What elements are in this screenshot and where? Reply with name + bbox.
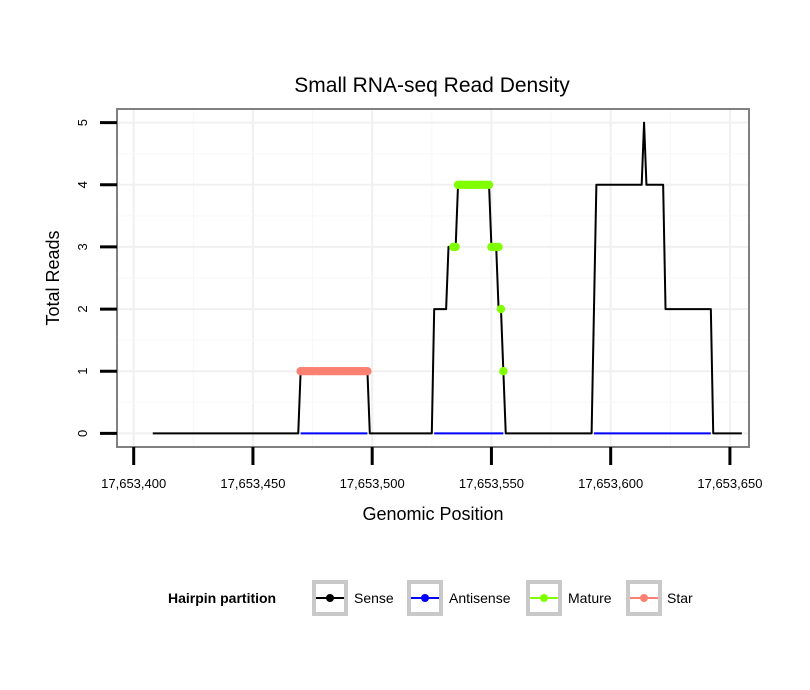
x-axis-label: Genomic Position — [362, 504, 503, 524]
mature-point — [494, 242, 503, 252]
mature-point — [451, 242, 460, 252]
y-axis-label: Total Reads — [43, 230, 63, 325]
x-tick-label: 17,653,400 — [101, 476, 166, 491]
mature-point — [496, 304, 506, 314]
y-tick-label: 0 — [75, 430, 90, 437]
legend-label-sense: Sense — [354, 590, 394, 606]
legend-title: Hairpin partition — [168, 590, 276, 606]
legend-label-star: Star — [667, 590, 693, 606]
legend-label-mature: Mature — [568, 590, 612, 606]
x-tick-label: 17,653,650 — [697, 476, 762, 491]
y-axis: 0 1 2 3 4 5 — [75, 119, 117, 437]
x-axis: 17,653,400 17,653,450 17,653,500 17,653,550… — [101, 447, 762, 491]
mature-point — [499, 366, 508, 376]
legend-label-antisense: Antisense — [449, 590, 511, 606]
legend: Hairpin partition Sense Antisense Mature St… — [168, 580, 693, 616]
y-tick-label: 4 — [75, 181, 90, 188]
y-tick-label: 1 — [75, 368, 90, 375]
sense-series-line — [152, 121, 742, 435]
series-layer — [152, 121, 742, 435]
y-tick-label: 2 — [75, 305, 90, 312]
y-tick-label: 5 — [75, 119, 90, 126]
legend-marker-star — [640, 594, 648, 602]
x-tick-label: 17,653,550 — [459, 476, 524, 491]
legend-marker-sense — [326, 594, 334, 602]
chart-title: Small RNA-seq Read Density — [294, 74, 570, 97]
plot-border — [116, 108, 750, 448]
x-tick-label: 17,653,600 — [578, 476, 643, 491]
legend-marker-antisense — [421, 594, 429, 602]
x-tick-label: 17,653,450 — [220, 476, 285, 491]
y-tick-label: 3 — [75, 243, 90, 250]
legend-marker-mature — [540, 594, 548, 602]
x-tick-label: 17,653,500 — [340, 476, 405, 491]
star-point — [363, 366, 372, 376]
mature-point — [484, 180, 494, 190]
